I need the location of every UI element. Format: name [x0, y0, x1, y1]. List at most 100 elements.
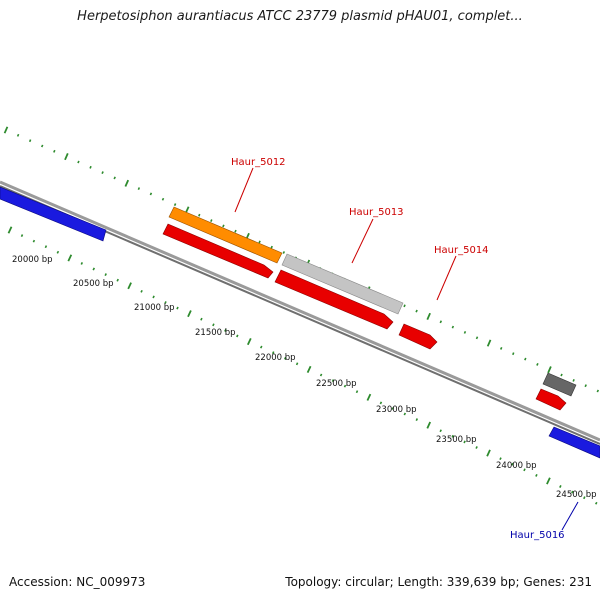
lower-tick — [224, 328, 227, 332]
lower-tick — [343, 384, 347, 388]
upper-tick — [426, 312, 431, 320]
lower-tick — [200, 317, 203, 321]
lower-tick — [535, 473, 538, 477]
lower-tick — [511, 462, 514, 466]
lower-tick — [439, 429, 442, 433]
upper-tick — [536, 362, 539, 366]
lower-tick — [152, 295, 155, 299]
scale-label-20000: 20000 bp — [12, 255, 53, 265]
upper-tick — [415, 309, 418, 313]
upper-tick — [475, 336, 479, 340]
gene-red-2[interactable] — [274, 269, 394, 330]
upper-tick — [40, 144, 44, 148]
accession-text: Accession: NC_009973 — [9, 575, 146, 589]
lower-tick — [104, 273, 107, 277]
map-title: Herpetosiphon aurantiacus ATCC 23779 pla… — [77, 9, 523, 24]
upper-tick — [77, 160, 80, 164]
upper-tick — [210, 219, 213, 223]
upper-tick — [547, 366, 552, 374]
upper-tick — [584, 384, 587, 388]
lower-tick — [176, 306, 179, 310]
lower-tick — [32, 239, 36, 243]
gene-label-haur5012[interactable]: Haur_5012 — [231, 157, 286, 168]
gene-blue-haur5016[interactable] — [548, 426, 600, 459]
lower-tick — [7, 226, 13, 234]
upper-tick — [113, 176, 116, 180]
upper-tick — [258, 240, 261, 244]
upper-tick — [512, 352, 515, 356]
upper-tick — [463, 330, 467, 334]
lower-tick — [140, 289, 143, 293]
scale-label-23000: 23000 bp — [376, 405, 417, 415]
gene-orange-haur5012[interactable] — [168, 206, 283, 264]
upper-tick — [403, 304, 406, 308]
lower-tick — [80, 262, 84, 265]
lower-tick — [546, 477, 551, 485]
upper-tick — [3, 126, 9, 134]
scale-label-20500: 20500 bp — [73, 279, 114, 289]
upper-tick — [101, 171, 104, 175]
backbone-outer — [0, 180, 600, 442]
gene-blue-left[interactable] — [0, 186, 107, 242]
upper-tick — [124, 179, 130, 187]
lower-tick — [559, 485, 562, 488]
upper-tick — [439, 320, 443, 324]
upper-tick — [499, 346, 503, 350]
scale-label-21500: 21500 bp — [195, 328, 236, 338]
lower-tick — [571, 490, 574, 494]
upper-tick — [282, 251, 286, 254]
lower-tick — [295, 362, 299, 366]
lower-tick — [20, 234, 24, 238]
label-line-haur5012 — [234, 167, 254, 213]
lower-tick — [283, 356, 287, 360]
lower-tick — [92, 267, 96, 271]
gene-label-haur5016[interactable]: Haur_5016 — [510, 530, 565, 541]
gene-gray-haur5013[interactable] — [281, 253, 404, 315]
upper-tick — [137, 187, 141, 191]
upper-tick — [198, 213, 201, 217]
gene-red-1[interactable] — [162, 223, 274, 279]
upper-tick — [596, 389, 600, 393]
scale-label-22000: 22000 bp — [255, 353, 296, 363]
lower-tick — [212, 323, 215, 327]
upper-tick — [451, 325, 455, 329]
lower-tick — [403, 412, 407, 416]
lower-tick — [426, 421, 432, 429]
upper-tick — [161, 197, 165, 201]
lower-tick — [56, 250, 60, 254]
lower-tick — [187, 310, 192, 318]
lower-tick — [463, 440, 466, 444]
upper-tick — [234, 229, 237, 233]
gene-red-3[interactable] — [535, 388, 567, 411]
upper-tick — [560, 373, 563, 377]
lower-tick-track — [7, 226, 598, 505]
lower-tick — [44, 245, 48, 249]
upper-tick — [28, 139, 32, 143]
lower-tick — [451, 434, 454, 438]
scale-label-23500: 23500 bp — [436, 435, 477, 445]
label-line-haur5013 — [351, 218, 374, 264]
scale-label-24000: 24000 bp — [496, 461, 537, 471]
lower-tick — [116, 278, 119, 282]
topology-summary: Topology: circular; Length: 339,639 bp; … — [285, 575, 592, 589]
scale-label-22500: 22500 bp — [316, 379, 357, 389]
gene-red-haur5014[interactable] — [398, 323, 438, 350]
lower-tick — [594, 501, 598, 505]
lower-tick — [236, 334, 239, 338]
gene-label-haur5014[interactable]: Haur_5014 — [434, 245, 489, 256]
lower-tick — [499, 457, 502, 461]
scale-label-24500: 24500 bp — [556, 490, 597, 500]
gene-label-haur5013[interactable]: Haur_5013 — [349, 207, 404, 218]
scale-label-21000: 21000 bp — [134, 303, 175, 313]
lower-tick — [475, 446, 478, 449]
upper-tick — [53, 149, 56, 153]
lower-tick — [583, 496, 586, 500]
lower-tick — [486, 449, 491, 457]
upper-tick — [89, 165, 92, 169]
lower-tick — [271, 351, 275, 355]
lower-tick — [523, 468, 526, 472]
lower-tick — [391, 407, 395, 410]
upper-tick — [572, 378, 575, 382]
gene-darkgray[interactable] — [542, 372, 577, 397]
label-line-haur5014 — [436, 255, 457, 301]
